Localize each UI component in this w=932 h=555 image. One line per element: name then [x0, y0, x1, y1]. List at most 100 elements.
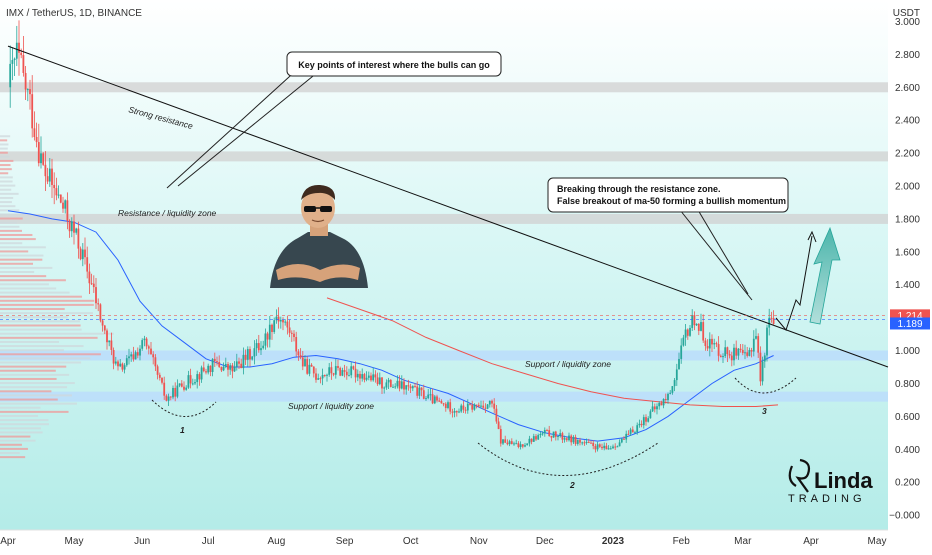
candle-body [330, 367, 333, 374]
volume-bar [0, 406, 41, 409]
candle-body [614, 446, 617, 448]
moving-averages [7, 210, 779, 442]
resistance-zone-label: Resistance / liquidity zone [118, 208, 217, 218]
candle-body [315, 373, 317, 380]
candle-body [675, 369, 678, 381]
ma50-line [7, 210, 774, 442]
candle-body [596, 444, 599, 450]
time-axis[interactable]: Apr May Jun Jul Aug Sep Oct Nov Dec 2023 Feb Mar Apr… [0, 536, 886, 547]
volume-bar [0, 192, 19, 195]
volume-bar [0, 414, 39, 417]
linda-trading-logo: Linda TRADING [788, 458, 873, 505]
candle-body [99, 304, 102, 321]
candle-body [506, 442, 509, 445]
candle-body [196, 374, 199, 383]
candle-body [772, 318, 775, 324]
candle-body [495, 408, 498, 422]
candle-body [145, 338, 148, 347]
x-tick-label: Feb [673, 536, 691, 547]
candle-body [233, 366, 236, 372]
candle-body [695, 323, 698, 326]
candle-body [607, 448, 610, 450]
candle-body [123, 365, 126, 370]
volume-bar [0, 349, 64, 352]
candle-body [198, 374, 201, 380]
candle-body [638, 423, 641, 426]
candle-body [301, 357, 304, 367]
volume-bar [0, 143, 9, 146]
candle-body [11, 60, 14, 64]
candle-body [627, 433, 630, 435]
candle-body [268, 324, 271, 340]
candle-body [345, 371, 348, 376]
candle-body [497, 421, 500, 430]
volume-bar [0, 217, 23, 220]
candle-body [484, 407, 487, 409]
projection-path [775, 235, 813, 332]
candle-body [297, 351, 300, 356]
candle-body [20, 52, 23, 56]
candle-body [653, 406, 656, 410]
candle-body [572, 436, 575, 443]
x-tick-label: Nov [470, 536, 488, 547]
candle-body [387, 379, 390, 383]
candle-body [194, 382, 196, 384]
candle-body [504, 439, 507, 443]
volume-bar [0, 402, 77, 405]
candle-body [521, 444, 524, 447]
zone-band [0, 82, 888, 93]
candle-body [486, 404, 489, 409]
volume-bar [0, 168, 12, 171]
candle-body [565, 438, 568, 441]
volume-bar [0, 398, 58, 401]
candle-body [488, 400, 491, 405]
candle-body [9, 63, 12, 88]
candle-body [275, 316, 278, 321]
y-tick-label: 3.000 [895, 17, 920, 28]
candle-body [418, 387, 421, 396]
candle-body [697, 323, 700, 331]
candle-body [363, 374, 366, 380]
candle-body [510, 441, 513, 444]
x-tick-label: Dec [536, 536, 554, 547]
candle-body [407, 385, 410, 387]
x-tick-label: 2023 [602, 536, 625, 547]
y-tick-label: 1.400 [895, 280, 920, 291]
candle-body [152, 354, 155, 358]
y-tick-label: 0.200 [895, 478, 920, 489]
candle-body [244, 354, 247, 360]
candle-body [750, 350, 753, 352]
candle-body [735, 347, 738, 356]
candle-body [222, 366, 225, 371]
price-label-text: 1.189 [897, 319, 922, 330]
candle-body [462, 405, 465, 410]
volume-bar [0, 172, 9, 175]
candle-body [312, 366, 315, 374]
candle-body [367, 375, 370, 378]
candle-body [693, 315, 696, 326]
candle-body [543, 430, 546, 434]
candle-body [768, 317, 771, 328]
candle-body [392, 386, 394, 388]
volume-bar [0, 390, 52, 393]
candle-body [209, 365, 212, 372]
volume-bar [0, 242, 23, 245]
volume-bar [0, 431, 43, 434]
candle-body [57, 194, 60, 196]
volume-bar [0, 369, 56, 372]
candle-body [64, 200, 67, 209]
candle-body [213, 358, 216, 362]
price-axis-panel [888, 0, 932, 550]
candle-body [581, 442, 584, 444]
volume-bar [0, 254, 44, 257]
volume-bar [0, 439, 36, 442]
candle-body [343, 370, 346, 372]
candle-body [158, 374, 161, 378]
candle-body [491, 400, 493, 404]
candle-body [455, 411, 458, 413]
candle-body [321, 375, 324, 379]
zone-band [0, 350, 888, 361]
candle-body [339, 367, 342, 376]
candle-body [332, 373, 335, 375]
